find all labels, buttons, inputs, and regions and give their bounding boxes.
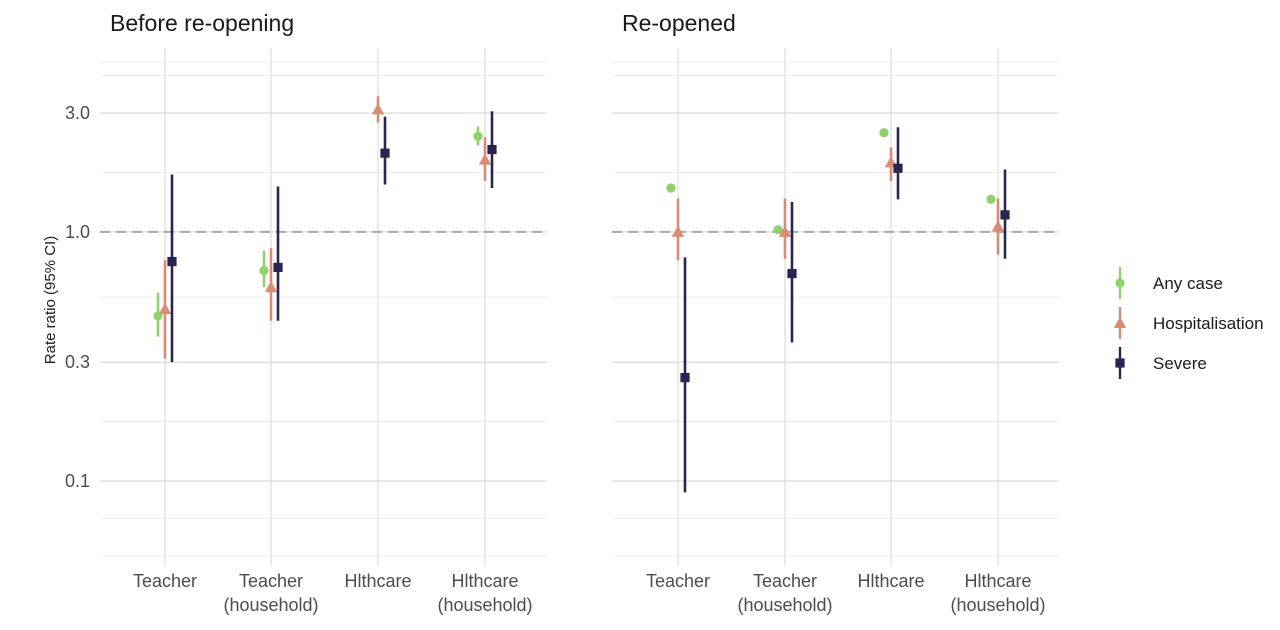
- data-point: [671, 225, 685, 237]
- data-point: [259, 265, 269, 276]
- x-tick-label: Hlthcare: [344, 571, 411, 591]
- x-tick-label: Teacher: [753, 571, 817, 591]
- x-tick-label: Hlthcare: [857, 571, 924, 591]
- gridlines: [612, 48, 1059, 566]
- x-tick-label: Hlthcare: [964, 571, 1031, 591]
- x-tick-label-line2: (household): [950, 595, 1045, 615]
- y-axis-label: Rate ratio (95% CI): [42, 236, 59, 364]
- panel-before-reopening: Before re-opening 0.1 0.3 1.0 3.0 Teacher Tea…: [65, 10, 547, 615]
- legend: Any case Hospitalisation Severe: [1113, 267, 1264, 379]
- x-tick-label-line2: (household): [223, 595, 318, 615]
- y-tick-label: 1.0: [65, 222, 90, 242]
- legend-label: Hospitalisation: [1153, 314, 1264, 333]
- series-severe: [167, 111, 497, 363]
- legend-key-marker: [1115, 278, 1125, 288]
- data-point: [371, 103, 385, 115]
- data-point: [879, 128, 889, 138]
- legend-key-marker: [1115, 358, 1125, 368]
- panel-reopened: Re-opened Teacher Teacher (household) Hlthc…: [612, 10, 1059, 615]
- panel-title-reopened: Re-opened: [622, 10, 736, 36]
- data-point: [680, 373, 690, 383]
- y-tick-label: 3.0: [65, 103, 90, 123]
- legend-item: Hospitalisation: [1113, 307, 1264, 339]
- legend-label: Severe: [1153, 354, 1207, 373]
- series-any-case: [153, 126, 483, 337]
- data-point: [273, 262, 283, 273]
- x-tick-label: Teacher: [239, 571, 303, 591]
- legend-key-marker: [1113, 316, 1127, 328]
- data-point: [473, 131, 483, 141]
- x-tick-label-line2: (household): [737, 595, 832, 615]
- x-tick-label: Hlthcare: [451, 571, 518, 591]
- legend-item: Severe: [1115, 347, 1207, 379]
- x-tick-label: Teacher: [646, 571, 710, 591]
- panel-title-before-reopening: Before re-opening: [110, 10, 294, 36]
- legend-item: Any case: [1115, 267, 1223, 299]
- data-point: [264, 280, 278, 293]
- data-point: [380, 148, 390, 158]
- series-any-case: [666, 128, 996, 235]
- data-point: [986, 194, 996, 204]
- data-point: [666, 183, 676, 193]
- data-point: [893, 163, 903, 173]
- x-tick-label-line2: (household): [437, 595, 532, 615]
- series-severe: [680, 127, 1010, 493]
- series-hospitalisation: [671, 147, 1005, 261]
- series-hospitalisation: [158, 96, 492, 359]
- data-point: [991, 220, 1005, 232]
- data-point: [1000, 210, 1010, 220]
- data-point: [787, 268, 797, 279]
- data-point: [778, 225, 792, 237]
- data-point: [167, 256, 177, 267]
- data-point: [487, 144, 497, 155]
- data-point: [773, 225, 783, 235]
- y-tick-label: 0.3: [65, 352, 90, 372]
- data-point: [478, 153, 492, 165]
- legend-label: Any case: [1153, 274, 1223, 293]
- data-point: [158, 302, 172, 315]
- x-tick-label: Teacher: [133, 571, 197, 591]
- y-tick-label: 0.1: [65, 471, 90, 491]
